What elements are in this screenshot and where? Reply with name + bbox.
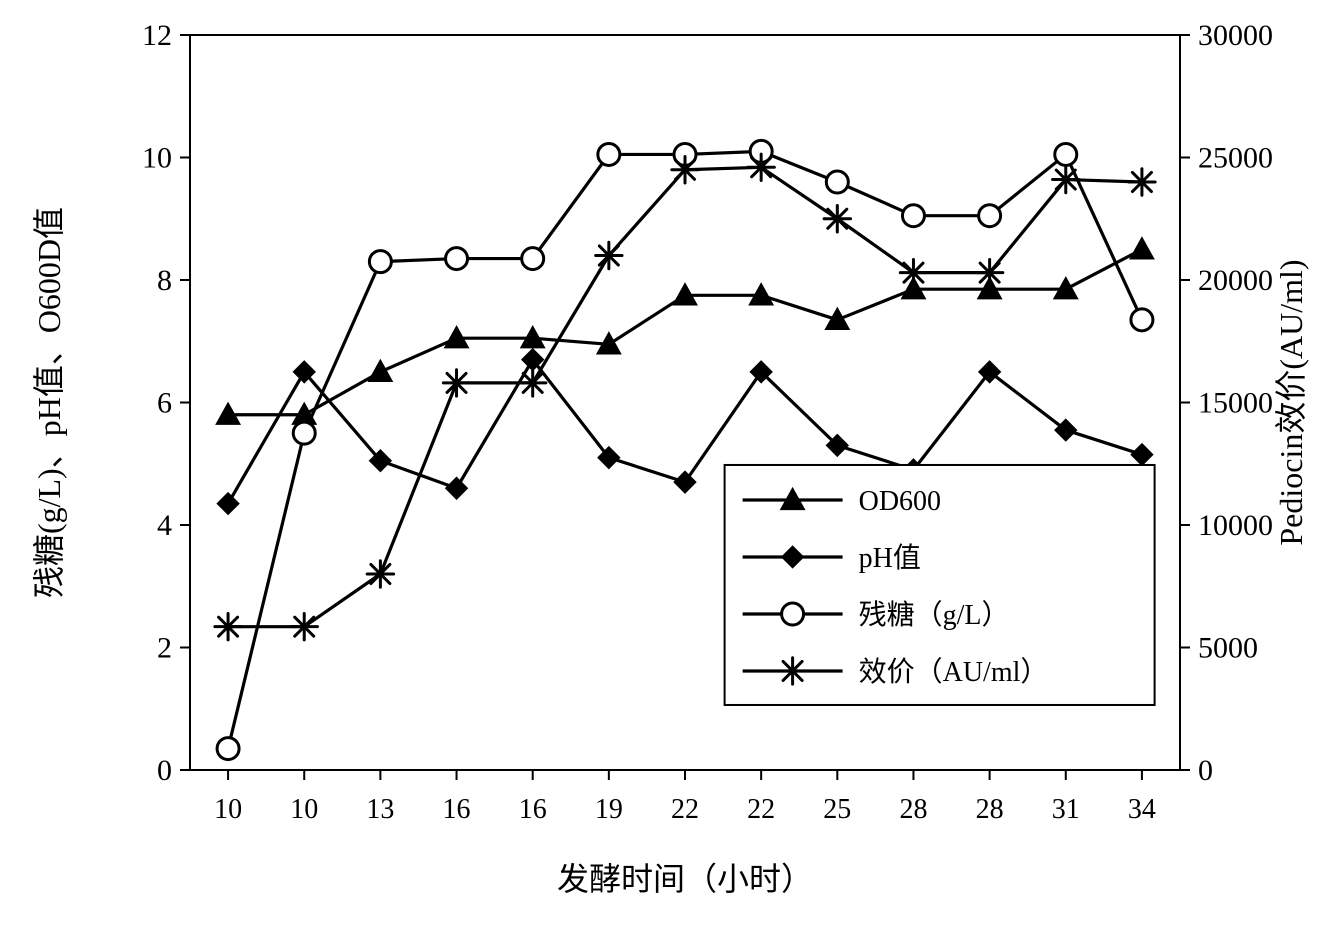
- svg-text:5000: 5000: [1198, 632, 1258, 665]
- y-right-axis-label: Pediocin效价(AU/ml): [1273, 259, 1309, 545]
- svg-text:19: 19: [595, 794, 623, 825]
- svg-text:16: 16: [443, 794, 471, 825]
- svg-text:16: 16: [519, 794, 547, 825]
- svg-text:22: 22: [747, 794, 775, 825]
- x-axis-label: 发酵时间（小时）: [557, 861, 813, 897]
- legend-label-od600: OD600: [859, 486, 941, 517]
- legend-label-ph: pH值: [859, 542, 921, 574]
- svg-text:30000: 30000: [1198, 19, 1273, 52]
- svg-text:25: 25: [823, 794, 851, 825]
- svg-text:0: 0: [1198, 754, 1213, 787]
- svg-text:25000: 25000: [1198, 142, 1273, 175]
- svg-text:10: 10: [290, 794, 318, 825]
- svg-text:10: 10: [214, 794, 242, 825]
- svg-text:13: 13: [366, 794, 394, 825]
- svg-text:31: 31: [1052, 794, 1080, 825]
- svg-text:10000: 10000: [1198, 509, 1273, 542]
- svg-text:12: 12: [142, 19, 172, 52]
- chart-container: 0 2 4 6 8 10 12 0 5000 10000 15000 20000 25000 30000 1…: [0, 0, 1342, 945]
- svg-text:6: 6: [157, 387, 172, 420]
- svg-text:15000: 15000: [1198, 387, 1273, 420]
- svg-text:22: 22: [671, 794, 699, 825]
- svg-text:20000: 20000: [1198, 264, 1273, 297]
- legend-label-sugar: 残糖（g/L）: [859, 599, 1010, 631]
- svg-text:34: 34: [1128, 794, 1156, 825]
- legend-label-titer: 效价（AU/ml）: [859, 656, 1049, 688]
- svg-text:8: 8: [157, 264, 172, 297]
- svg-text:2: 2: [157, 632, 172, 665]
- svg-text:28: 28: [899, 794, 927, 825]
- svg-text:0: 0: [157, 754, 172, 787]
- legend: OD600 pH值残糖（g/L） 效价（AU/ml）: [725, 465, 1155, 705]
- svg-text:28: 28: [976, 794, 1004, 825]
- y-left-axis-label: 残糖(g/L)、pH值、O600D值: [31, 207, 67, 598]
- svg-text:4: 4: [157, 509, 172, 542]
- svg-text:10: 10: [142, 142, 172, 175]
